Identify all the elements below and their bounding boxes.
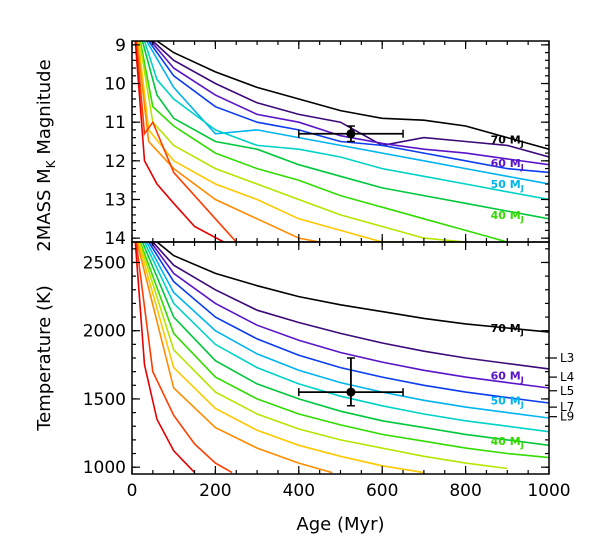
top-series-line-8 [138,41,466,242]
top-series-line-4 [145,41,549,185]
spt-label-0: L3 [560,351,574,365]
bottom-series-line-5 [143,242,549,433]
top-series-line-12 [134,41,225,242]
top-series-line-1 [152,41,549,158]
bottom-ytick-label-2: 2000 [83,322,126,342]
xtick-label-1: 200 [199,481,231,501]
bottom-series-line-7 [139,242,549,459]
bottom-data-point [346,387,356,397]
spt-label-2: L5 [560,384,574,398]
bottom-ytick-label-0: 1000 [83,458,126,478]
bottom-series-line-10 [136,242,333,474]
xtick-label-4: 800 [449,481,481,501]
xtick-label-3: 600 [366,481,398,501]
bottom-series-line-1 [152,242,549,370]
top-series-line-9 [137,41,404,242]
bottom-series-line-11 [135,242,233,474]
top-data-point [346,129,356,139]
xtick-label-5: 1000 [527,481,570,501]
top-ytick-label-4: 13 [104,190,126,210]
top-series-line-6 [141,41,549,220]
top-series-line-5 [143,41,549,201]
bottom-series-line-4 [145,242,549,419]
xtick-label-2: 400 [283,481,315,501]
bottom-series-line-2 [150,242,549,389]
top-ytick-label-2: 11 [104,113,126,133]
bottom-series-line-6 [141,242,549,447]
bottom-series-line-0 [156,242,549,333]
top-mass-label-3: 40 MJ [491,209,524,224]
spt-label-3: L7 [560,400,574,414]
top-ytick-label-3: 12 [104,152,126,172]
bottom-mass-label-2: 50 MJ [491,394,524,409]
top-mass-label-1: 60 MJ [491,157,524,172]
bottom-ytick-label-1: 1500 [83,390,126,410]
top-ytick-label-0: 9 [115,36,126,56]
xtick-label-0: 0 [127,481,138,501]
bottom-series-line-9 [137,242,425,474]
top-series-line-2 [150,41,549,166]
bottom-mass-label-3: 40 MJ [491,435,524,450]
bottom-mass-label-1: 60 MJ [491,370,524,385]
bottom-mass-label-0: 70 MJ [491,322,524,337]
spt-label-4: L9 [560,410,574,424]
bottom-series-line-8 [138,242,508,470]
bottom-y-axis-title: Temperature (K) [34,285,55,432]
top-series-line-0 [156,41,549,150]
top-panel-curves [134,41,549,242]
top-mass-label-0: 70 MJ [491,134,524,149]
top-series-line-7 [139,41,508,242]
top-y-axis-title: 2MASS MK Magnitude [34,59,58,251]
chart-overlay: 70 MJ 60 MJ 50 MJ 40 MJ 70 MJ 60 MJ 50 MJ 40 MJ [298,125,524,450]
top-ytick-label-1: 10 [104,75,126,95]
x-axis-title: Age (Myr) [296,514,384,535]
bottom-ytick-label-3: 2500 [83,253,126,273]
bottom-series-line-3 [148,242,549,404]
top-ytick-label-5: 14 [104,229,126,249]
bottom-panel-curves [134,242,549,474]
spt-label-1: L4 [560,370,574,384]
chart-axes: 9 10 11 12 13 14 2MASS MK Magnitude 1000 1500 200… [34,36,574,535]
top-series-line-11 [135,41,237,242]
bottom-series-line-12 [134,242,196,474]
top-series-line-3 [148,41,549,174]
top-mass-label-2: 50 MJ [491,178,524,193]
